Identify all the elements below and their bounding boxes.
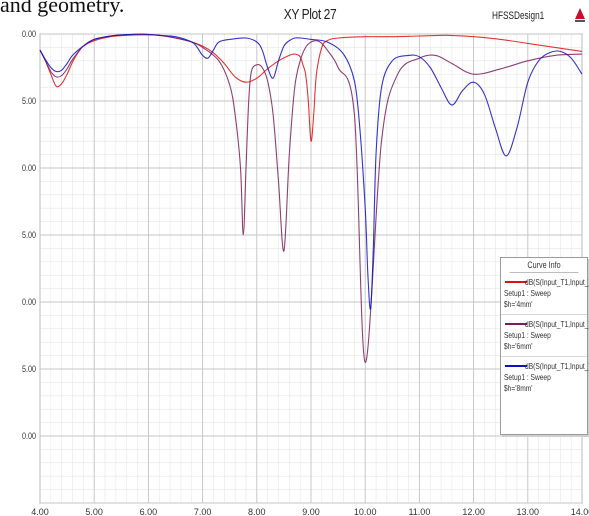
legend-swatch — [505, 323, 527, 325]
x-tick-label: 7.00 — [194, 507, 212, 516]
series-line-h8mm — [39, 33, 583, 310]
legend-param-label: $h='8mm' — [504, 383, 533, 393]
legend-series-name: dB(S(Input_T1,Input_T1)) — [525, 361, 589, 371]
legend-entry[interactable]: dB(S(Input_T1,Input_T1))Setup1 : Sweep$h… — [501, 315, 589, 357]
x-tick-label: 8.00 — [248, 507, 266, 516]
legend-setup-label: Setup1 : Sweep — [504, 288, 551, 298]
y-tick-label: 5.00 — [22, 230, 36, 240]
legend-entry[interactable]: dB(S(Input_T1,Input_T1))Setup1 : Sweep$h… — [501, 357, 589, 398]
y-tick-label: 5.00 — [22, 364, 36, 374]
legend-series-name: dB(S(Input_T1,Input_T1)) — [525, 277, 589, 287]
x-tick-label: 4.00 — [31, 507, 49, 516]
x-tick-label: 9.00 — [302, 507, 320, 516]
plot-title: XY Plot 27 — [283, 6, 337, 23]
legend-swatch — [505, 365, 527, 367]
legend-param-label: $h='6mm' — [504, 341, 533, 351]
legend-swatch — [505, 281, 527, 283]
ansys-logo-icon — [575, 8, 585, 22]
legend-series-name: dB(S(Input_T1,Input_T1)) — [525, 319, 589, 329]
y-tick-label: 0.00 — [22, 297, 36, 307]
design-name-label: HFSSDesign1 — [492, 10, 545, 22]
y-tick-label: 5.00 — [22, 96, 36, 106]
y-tick-label: 0.00 — [22, 29, 36, 39]
x-tick-label: 11.00 — [408, 507, 430, 516]
legend-title: Curve Info — [509, 258, 579, 273]
x-tick-label: 12.00 — [462, 507, 485, 516]
y-tick-label: 0.00 — [22, 163, 36, 173]
x-tick-label: 6.00 — [140, 507, 158, 516]
y-tick-label: 0.00 — [22, 431, 36, 441]
legend-setup-label: Setup1 : Sweep — [504, 330, 551, 340]
legend-setup-label: Setup1 : Sweep — [504, 372, 551, 382]
x-tick-label: 5.00 — [85, 507, 103, 516]
x-tick-label: 13.00 — [517, 507, 540, 516]
legend-param-label: $h='4mm' — [504, 299, 533, 309]
legend-entry[interactable]: dB(S(Input_T1,Input_T1))Setup1 : Sweep$h… — [501, 273, 589, 315]
x-tick-label: 10.00 — [354, 507, 377, 516]
x-tick-label: 14.00 — [571, 507, 589, 516]
curve-info-legend[interactable]: Curve Info dB(S(Input_T1,Input_T1))Setup… — [500, 257, 589, 435]
document-caption: and geometry. — [0, 0, 125, 17]
